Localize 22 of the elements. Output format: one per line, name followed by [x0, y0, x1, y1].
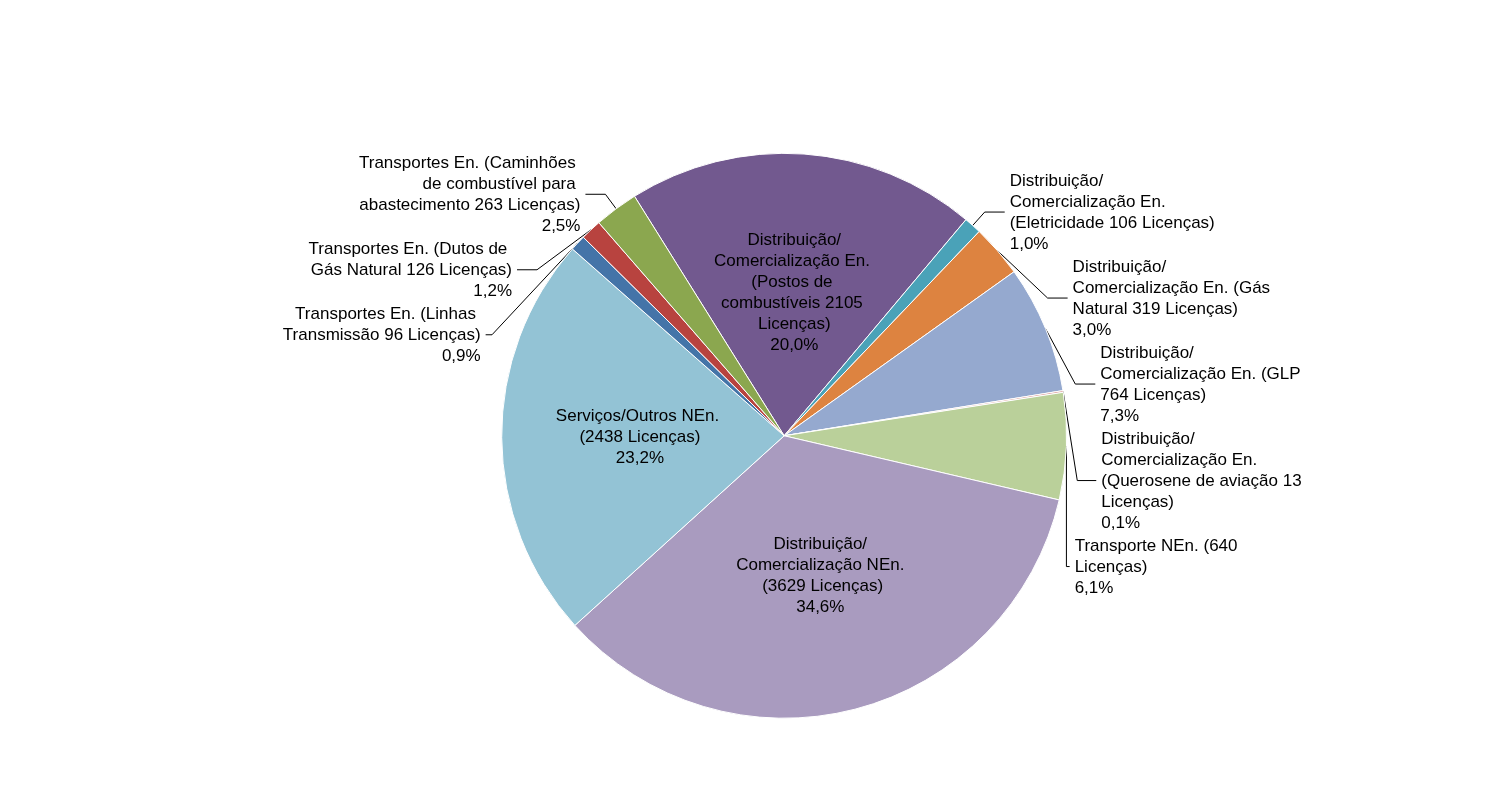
data-label: 20,0% [770, 334, 819, 354]
slice-label: Distribuição/Comercialização En. (Querosene de aviação 13 Licenças) [1101, 429, 1307, 512]
slice-label: Distribuição/Comercialização En. (Eletricidade 106 Licenças) [1009, 171, 1215, 233]
data-label: 0,1% [1101, 513, 1140, 533]
data-label: 1,2% [473, 281, 513, 301]
data-label: 7,3% [1100, 406, 1140, 426]
slice-label: Transportes En. (Dutos de Gás Natural 126 Licenças) [308, 239, 513, 280]
data-label: 2,5% [541, 216, 581, 236]
data-label: 23,2% [615, 448, 665, 468]
slice-label: Distribuição/Comercialização NEn. (3629 Licenças) [736, 534, 905, 596]
data-label: 3,0% [1072, 320, 1112, 340]
data-label: 6,1% [1074, 578, 1114, 598]
slice-label: Distribuição/Comercialização En. (Postos de combustíveis 2105 Licenças) [714, 229, 875, 333]
data-label: 34,6% [796, 597, 845, 617]
data-label: 0,9% [441, 346, 481, 366]
slice-label: Distribuição/Comercialização En. (Gás Natural 319 Licenças) [1072, 257, 1275, 319]
data-label: 1,0% [1009, 234, 1049, 254]
slice-label: Distribuição/Comercialização En. (GLP 764 Licenças) [1100, 343, 1306, 405]
slice-label: Transporte NEn. (640 Licenças) [1074, 536, 1243, 577]
slice-label: Transportes En. (Linhas Transmissão 96 Licenças) [282, 304, 481, 345]
slice-label: Transportes En. (Caminhões de combustível para abastecimento 263 Licenças) [359, 153, 581, 215]
slice-label: Serviços/Outros NEn. (2438 Licenças) [555, 406, 725, 447]
